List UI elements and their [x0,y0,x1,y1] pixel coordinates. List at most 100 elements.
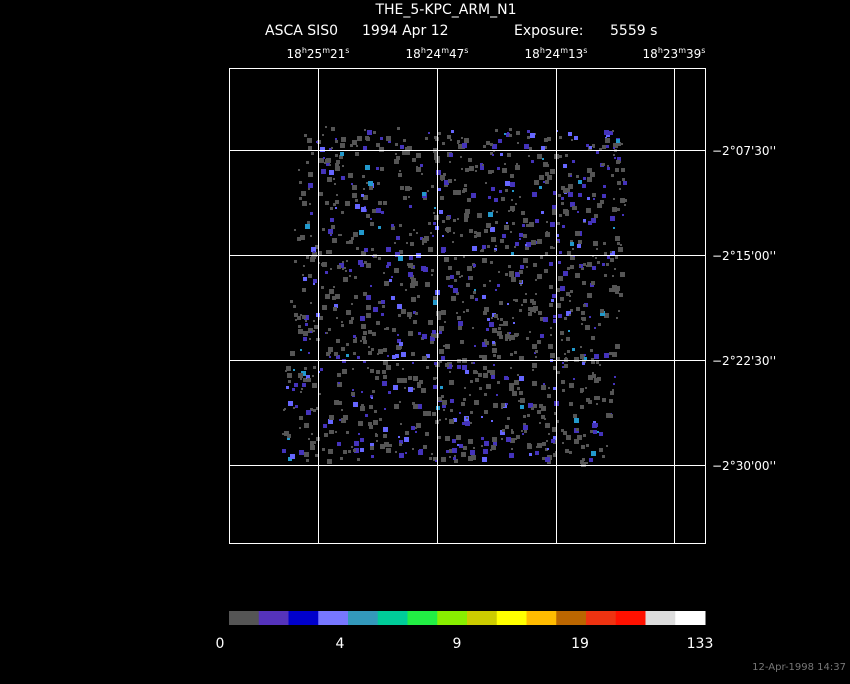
pixel [310,257,315,262]
pixel [497,318,499,320]
pixel [342,261,344,263]
pixel [599,364,601,366]
pixel [564,364,568,368]
pixel [495,221,498,224]
pixel [543,317,548,322]
pixel [531,160,534,163]
pixel [356,247,359,250]
pixel [363,331,367,335]
pixel [606,413,611,418]
pixel [482,457,487,462]
pixel [539,186,542,189]
pixel [509,386,514,391]
pixel [550,246,553,249]
pixel [368,346,370,348]
pixel [336,160,340,164]
pixel [294,383,298,387]
pixel [566,311,571,316]
pixel [553,366,557,370]
pixel [563,431,567,435]
pixel [519,196,521,198]
pixel [569,451,572,454]
pixel [364,248,368,252]
pixel [556,420,559,423]
pixel [498,139,502,143]
pixel [394,404,399,409]
pixel [365,414,368,417]
pixel [399,453,404,458]
pixel [384,442,389,447]
pixel [466,309,469,312]
pixel [558,372,560,374]
pixel [363,195,368,200]
pixel [378,226,381,229]
pixel [348,450,351,453]
pixel [358,433,360,435]
pixel [534,180,539,185]
pixel [514,351,517,354]
pixel [610,391,614,395]
pixel [358,260,363,265]
pixel [610,251,612,253]
pixel [451,296,456,301]
pixel [560,297,564,301]
pixel [433,222,436,225]
pixel [592,193,596,197]
pixel [370,446,374,450]
pixel [612,352,617,357]
pixel [563,209,568,214]
pixel [508,210,510,212]
pixel [613,147,615,149]
pixel [428,247,433,252]
pixel [505,245,509,249]
pixel [512,391,517,396]
pixel [528,403,533,408]
pixel [353,232,358,237]
pixel [482,258,487,263]
pixel [430,232,432,234]
pixel [331,147,333,149]
pixel [360,448,364,452]
pixel [343,277,348,282]
pixel [449,153,453,157]
pixel [288,380,291,383]
pixel [399,401,401,403]
pixel [354,295,358,299]
pixel [449,380,454,385]
pixel [496,394,498,396]
pixel [616,317,618,319]
pixel [328,229,333,234]
pixel [334,400,339,405]
pixel [376,440,378,442]
pixel [316,141,318,143]
pixel [373,307,378,312]
pixel [397,304,402,309]
pixel [454,279,457,282]
pixel [400,186,404,190]
pixel [453,288,458,293]
pixel [593,421,596,424]
pixel [351,446,353,448]
pixel [433,212,435,214]
pixel [404,437,409,442]
pixel [442,400,447,405]
pixel [337,382,342,387]
pixel [495,289,497,291]
pixel [519,391,523,395]
pixel [589,146,592,149]
pixel [441,356,445,360]
pixel [520,284,522,286]
pixel [566,435,571,440]
pixel [587,177,592,182]
pixel [617,142,621,146]
pixel [505,425,509,429]
pixel [341,211,344,214]
pixel [363,292,367,296]
pixel [392,328,396,332]
pixel [454,459,458,463]
pixel [616,160,620,164]
pixel [322,228,325,231]
pixel [614,268,616,270]
pixel [596,248,598,250]
